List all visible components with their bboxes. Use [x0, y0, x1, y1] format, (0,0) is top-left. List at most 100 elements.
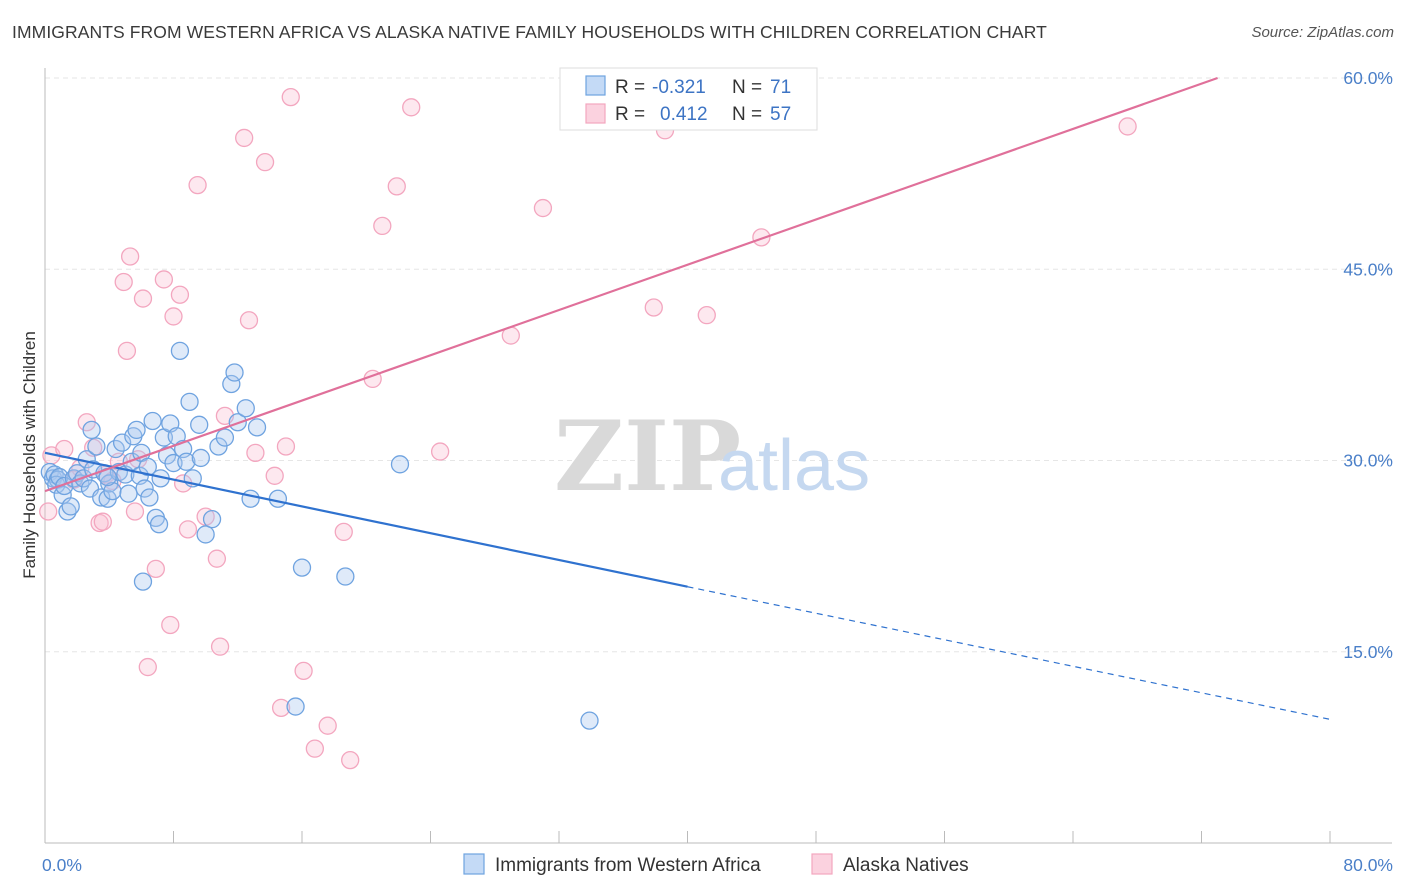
- y-tick-label-2: 45.0%: [1343, 259, 1393, 279]
- western-africa-point-67: [191, 448, 210, 468]
- alaska-natives-point-8: [93, 512, 112, 531]
- alaska-natives-point-23: [170, 285, 190, 304]
- alaska-natives-point-17: [133, 289, 153, 308]
- western-africa-points: [40, 341, 599, 730]
- alaska-natives-point-37: [276, 437, 296, 456]
- alaska-natives-point-38: [281, 87, 300, 107]
- western-africa-point-37: [143, 411, 162, 431]
- alaska-natives-point-34: [255, 152, 275, 172]
- alaska-natives-point-47: [402, 98, 421, 117]
- alaska-natives-point-46: [387, 177, 406, 196]
- legend-n-value-2: 57: [770, 104, 791, 125]
- alaska-natives-point-35: [265, 466, 284, 485]
- chart-title: IMMIGRANTS FROM WESTERN AFRICA VS ALASKA…: [12, 22, 1047, 42]
- alaska-natives-point-15: [125, 502, 145, 521]
- alaska-natives-point-52: [644, 298, 663, 317]
- source-credit: Source: ZipAtlas.com: [1251, 24, 1394, 41]
- series-legend: Immigrants from Western Africa Alaska Na…: [463, 853, 969, 876]
- western-africa-point-68: [133, 572, 153, 591]
- alaska-natives-point-31: [235, 128, 254, 148]
- western-africa-point-60: [241, 489, 260, 508]
- alaska-natives-point-43: [341, 750, 360, 770]
- alaska-natives-point-32: [239, 311, 259, 330]
- series-swatch-pink: [811, 853, 833, 875]
- axes: [44, 68, 1392, 844]
- alaska-natives-point-45: [373, 216, 392, 236]
- alaska-natives-point-13: [117, 341, 137, 361]
- western-africa-point-49: [180, 392, 199, 412]
- alaska-natives-point-26: [188, 175, 207, 195]
- western-africa-point-26: [112, 433, 132, 452]
- western-africa-point-52: [196, 525, 215, 544]
- western-africa-point-51: [190, 415, 209, 434]
- alaska-natives-point-39: [294, 661, 313, 681]
- alaska-natives-point-14: [120, 247, 140, 266]
- legend-n-label-1: N =: [732, 77, 762, 98]
- legend-r-value-2: 0.412: [660, 104, 708, 125]
- alaska-natives-point-0: [39, 502, 58, 521]
- alaska-natives-point-18: [138, 657, 157, 677]
- alaska-natives-point-54: [697, 305, 716, 325]
- alaska-natives-point-55: [752, 228, 771, 247]
- legend-r-label-2: R =: [615, 104, 645, 125]
- alaska-natives-point-56: [1118, 117, 1137, 136]
- alaska-natives-point-50: [533, 198, 553, 218]
- y-tick-label-0: 15.0%: [1343, 642, 1393, 662]
- western-africa-point-18: [87, 437, 106, 456]
- series-label-blue: Immigrants from Western Africa: [495, 855, 761, 876]
- alaska-natives-point-29: [210, 637, 230, 656]
- tick-labels: 15.0% 30.0% 45.0% 60.0% 0.0% 80.0%: [42, 68, 1393, 875]
- western-africa-point-28: [119, 484, 138, 503]
- western-africa-point-34: [135, 479, 154, 498]
- alaska-natives-point-41: [318, 716, 337, 735]
- trend-lines: [44, 76, 1331, 720]
- alaska-natives-point-21: [161, 615, 180, 635]
- y-axis-label: Family Households with Children: [20, 331, 39, 579]
- legend-r-label-1: R =: [615, 77, 645, 98]
- x-tick-label-1: 80.0%: [1343, 855, 1393, 875]
- legend: R = -0.321 N = 71 R = 0.412 N = 57: [559, 67, 818, 131]
- western-africa-point-61: [247, 418, 267, 437]
- western-africa-point-48: [177, 452, 196, 471]
- western-africa-point-64: [292, 558, 312, 577]
- western-africa-point-62: [268, 489, 288, 508]
- alaska-natives-point-28: [207, 549, 227, 568]
- western-africa-point-63: [286, 697, 305, 716]
- western-africa-point-70: [580, 711, 599, 730]
- western-africa-point-46: [170, 341, 190, 361]
- western-africa-point-53: [202, 510, 222, 529]
- legend-swatch-blue: [585, 75, 606, 96]
- western-africa-trend-line: [44, 451, 688, 588]
- grid-lines: [45, 77, 1392, 653]
- western-africa-point-9: [61, 497, 80, 516]
- x-tick-label-0: 0.0%: [42, 855, 82, 875]
- western-africa-point-36: [140, 488, 159, 507]
- watermark-zip: ZIP: [554, 400, 741, 513]
- alaska-natives-point-22: [164, 307, 183, 326]
- alaska-natives-point-33: [246, 443, 265, 463]
- series-swatch-blue: [463, 853, 485, 875]
- western-africa-point-66: [390, 455, 410, 474]
- western-africa-point-65: [336, 567, 355, 586]
- alaska-natives-point-36: [271, 698, 291, 717]
- legend-n-value-1: 71: [770, 77, 791, 98]
- alaska-natives-point-48: [430, 442, 450, 461]
- alaska-natives-point-20: [154, 270, 174, 289]
- series-label-pink: Alaska Natives: [843, 855, 969, 876]
- western-africa-point-8: [58, 502, 77, 521]
- alaska-natives-point-42: [334, 522, 353, 542]
- alaska-natives-point-40: [305, 739, 325, 758]
- western-africa-trend-extension: [687, 586, 1331, 720]
- western-africa-point-56: [222, 374, 241, 394]
- watermark-atlas: atlas: [718, 426, 870, 506]
- western-africa-point-59: [236, 399, 255, 418]
- legend-r-value-1: -0.321: [652, 77, 706, 98]
- western-africa-point-16: [82, 420, 101, 440]
- western-africa-point-55: [215, 428, 235, 447]
- western-africa-point-54: [209, 437, 228, 456]
- alaska-natives-point-19: [146, 559, 165, 579]
- y-tick-label-3: 60.0%: [1343, 68, 1393, 88]
- alaska-natives-point-12: [114, 272, 133, 292]
- legend-n-label-2: N =: [732, 104, 762, 125]
